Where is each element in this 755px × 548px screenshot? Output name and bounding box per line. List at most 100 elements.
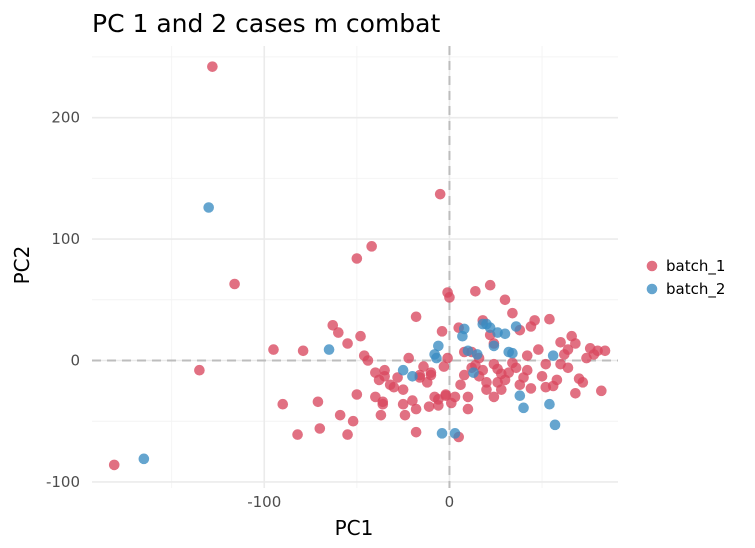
batch_1-point [342, 429, 353, 440]
batch_1-point [379, 370, 390, 382]
batch_1-point [438, 361, 450, 372]
batch_1-point [440, 390, 452, 402]
batch_1-point [268, 344, 279, 355]
batch_1-legend-key [646, 260, 658, 272]
batch_2-point [433, 340, 444, 352]
batch_1-point [540, 381, 552, 393]
batch_1-point [449, 391, 461, 403]
y-tick-label: -100 [46, 473, 80, 491]
batch_1-point [484, 279, 496, 291]
batch_1-point [551, 374, 563, 386]
batch_2-point [407, 370, 418, 382]
batch_1-point [592, 345, 603, 357]
batch_1-point [410, 426, 422, 438]
batch_1-point [442, 352, 453, 364]
batch_2-point [203, 202, 214, 213]
batch_1-point [455, 379, 466, 391]
batch_2-point [397, 364, 409, 376]
batch_1-point [377, 398, 389, 410]
batch_2-point [518, 402, 529, 414]
batch_1-point [397, 398, 409, 410]
batch_2-point [510, 321, 522, 332]
batch_1-point [277, 398, 289, 410]
batch_1-point [334, 409, 346, 421]
batch_2-point [549, 419, 561, 431]
batch_2-point [471, 349, 483, 360]
batch_2-point [499, 328, 511, 340]
batch_2-point [514, 390, 526, 402]
batch_1-point [462, 403, 474, 415]
batch_2-legend-label: batch_2 [666, 280, 725, 299]
batch_1-point [540, 358, 552, 370]
batch_1-point [418, 361, 429, 372]
batch_1-point [410, 403, 422, 415]
batch_1-point [312, 396, 324, 408]
batch_1-point [544, 313, 555, 325]
batch_1-point [423, 401, 435, 412]
batch_1-point [342, 338, 353, 349]
batch_1-point [536, 370, 548, 382]
batch_2-point [449, 428, 461, 439]
batch_1-point [351, 253, 363, 264]
batch_1-point [392, 372, 403, 383]
batch_1-point [425, 369, 437, 381]
batch_1-point [507, 357, 518, 369]
batch_1-point [529, 315, 540, 326]
batch_1-point [366, 241, 377, 252]
y-tick-labels: -100 0 100 200 [46, 109, 80, 491]
batch_1-point [488, 358, 500, 370]
batch_2-legend-key [646, 283, 658, 295]
batch_1-point [194, 364, 205, 376]
batch_1-point [388, 381, 400, 393]
data-points [108, 61, 611, 471]
batch_1-point [481, 377, 492, 388]
batch_1-point [481, 384, 492, 395]
batch_1-point [229, 278, 240, 290]
batch_1-point [533, 344, 544, 355]
batch_2-point [468, 367, 479, 378]
y-tick-label: 100 [51, 230, 80, 248]
batch_1-point [499, 294, 511, 306]
batch_1-point [434, 188, 446, 200]
x-axis-title: PC1 [335, 516, 374, 540]
minor-gridlines [92, 46, 618, 488]
batch_1-point [570, 338, 581, 349]
batch_1-point [362, 355, 374, 366]
y-axis-title: PC2 [10, 246, 34, 285]
batch_1-point [596, 385, 607, 397]
batch_1-point [375, 409, 387, 421]
batch_1-point [562, 362, 574, 374]
batch_1-point [496, 384, 507, 395]
batch_1-point [347, 415, 359, 427]
batch_1-point [207, 61, 218, 72]
batch_2-point [431, 352, 442, 364]
batch_1-point [555, 336, 566, 348]
batch_1-point [521, 364, 533, 376]
batch_2-point [544, 398, 555, 410]
x-tick-label: 0 [445, 493, 455, 511]
batch_1-point [488, 391, 500, 403]
batch_1-point [407, 395, 418, 406]
batch_2-point [547, 350, 559, 361]
batch_1-point [525, 383, 537, 394]
batch_1-point [355, 330, 366, 342]
batch_1-point [403, 352, 415, 364]
batch_1-point [470, 285, 481, 297]
batch_1-legend-label: batch_1 [666, 257, 725, 276]
batch_1-point [570, 387, 581, 399]
batch_1-point [297, 345, 309, 357]
batch_1-point [397, 384, 409, 395]
batch_2-point [323, 344, 335, 355]
batch_1-point [333, 327, 344, 338]
batch_2-point [458, 323, 470, 335]
batch_1-point [577, 377, 589, 388]
y-tick-label: 200 [51, 109, 80, 127]
batch_1-point [496, 368, 507, 380]
legend: batch_1 batch_2 [646, 257, 725, 299]
batch_1-point [458, 369, 470, 381]
batch_1-point [433, 400, 444, 411]
x-tick-label: -100 [247, 493, 281, 511]
batch_1-point [514, 379, 526, 391]
